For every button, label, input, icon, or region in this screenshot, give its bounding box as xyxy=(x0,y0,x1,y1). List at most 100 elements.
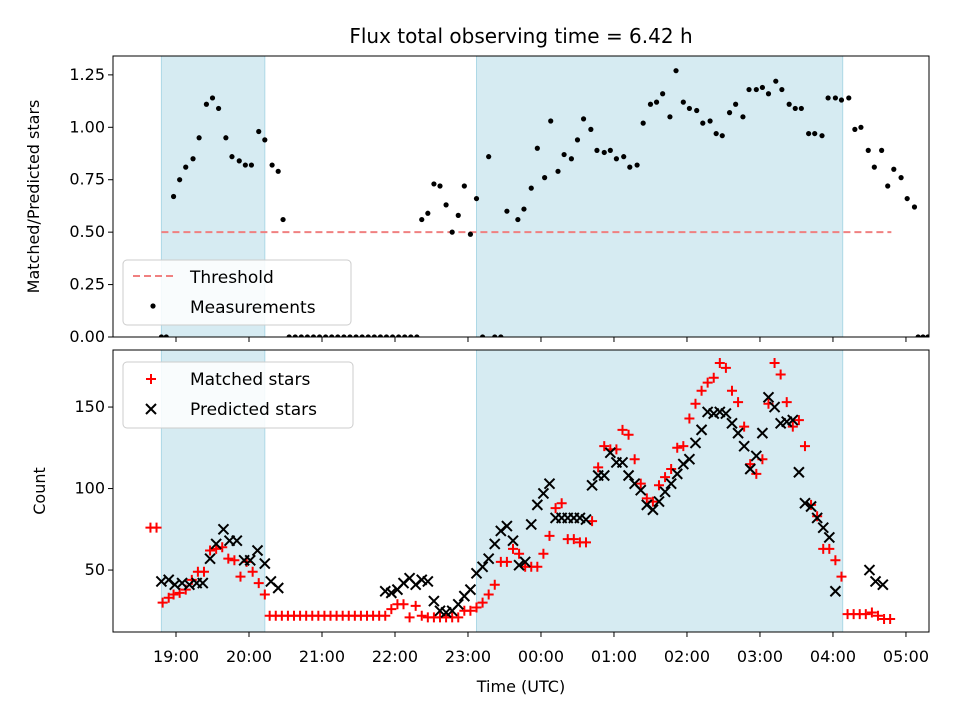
observing-window xyxy=(476,56,844,337)
data-point xyxy=(286,334,292,337)
data-point xyxy=(477,597,488,608)
data-point xyxy=(696,385,707,396)
data-point xyxy=(479,334,486,337)
data-point xyxy=(359,334,365,337)
data-point xyxy=(689,437,702,449)
data-point xyxy=(538,548,549,559)
data-point xyxy=(683,453,696,465)
data-point xyxy=(601,149,607,156)
data-point xyxy=(635,478,646,489)
data-point xyxy=(793,415,804,426)
legend: Matched stars Predicted stars xyxy=(122,361,354,429)
data-point xyxy=(678,441,689,452)
data-point xyxy=(732,427,744,439)
data-point xyxy=(667,114,673,120)
data-point xyxy=(832,95,838,101)
data-point xyxy=(879,147,885,153)
data-point xyxy=(371,334,377,337)
data-point xyxy=(951,334,956,339)
data-point xyxy=(805,500,817,513)
data-point xyxy=(671,468,683,480)
data-point xyxy=(684,413,695,424)
data-point xyxy=(690,398,701,409)
legend-label: Measurements xyxy=(190,298,316,318)
data-point xyxy=(389,334,396,337)
data-point xyxy=(157,597,168,608)
data-point xyxy=(713,130,719,137)
data-point xyxy=(272,582,284,594)
data-point xyxy=(203,101,210,107)
data-point xyxy=(242,162,248,168)
data-point xyxy=(247,566,258,577)
data-point xyxy=(402,334,408,337)
data-point xyxy=(316,334,323,337)
data-point xyxy=(473,195,480,202)
data-point xyxy=(253,578,264,589)
x-tick-label: 22:00 xyxy=(372,647,418,666)
data-point xyxy=(824,543,835,554)
data-point xyxy=(647,101,654,107)
data-point xyxy=(891,166,897,172)
data-point xyxy=(621,154,627,160)
data-point xyxy=(823,531,836,544)
data-point xyxy=(580,513,592,526)
data-point xyxy=(498,334,504,337)
legend-measurements-swatch xyxy=(150,303,156,309)
data-point xyxy=(945,232,950,237)
data-point xyxy=(404,612,415,623)
data-point xyxy=(852,126,858,132)
data-point xyxy=(726,417,738,430)
data-point xyxy=(537,487,550,500)
data-point xyxy=(660,472,671,483)
data-point xyxy=(866,607,877,618)
data-point xyxy=(217,523,230,536)
data-point xyxy=(151,522,162,533)
data-point xyxy=(467,231,474,237)
data-point xyxy=(635,484,647,496)
x-tick-label: 19:00 xyxy=(153,647,199,666)
data-point xyxy=(170,193,177,200)
y-axis-label: Matched/Predicted stars xyxy=(24,100,43,294)
data-point xyxy=(686,105,693,112)
data-point xyxy=(653,99,660,105)
data-point xyxy=(580,116,587,122)
axes-frame xyxy=(112,55,930,338)
data-point xyxy=(329,334,335,337)
data-point xyxy=(501,520,513,532)
data-point xyxy=(177,177,183,183)
data-point xyxy=(341,334,347,337)
plot-area xyxy=(158,56,956,339)
data-point xyxy=(210,538,222,550)
data-point xyxy=(598,469,610,482)
data-point xyxy=(386,604,397,615)
data-point xyxy=(811,512,823,524)
data-point xyxy=(280,216,286,223)
data-point xyxy=(607,147,613,153)
data-point xyxy=(793,466,805,478)
data-point xyxy=(599,441,610,452)
data-point xyxy=(627,164,633,170)
data-point xyxy=(461,183,467,189)
data-point xyxy=(229,154,235,160)
y-tick-label: 0.00 xyxy=(69,327,105,346)
data-point xyxy=(846,95,852,101)
data-point xyxy=(640,120,646,126)
data-point xyxy=(580,537,591,548)
data-point xyxy=(543,477,556,490)
data-point xyxy=(660,91,666,97)
y-tick-label: 100 xyxy=(74,479,105,498)
data-point xyxy=(437,183,443,189)
data-point xyxy=(525,518,537,531)
data-point xyxy=(534,145,540,151)
data-point xyxy=(925,334,929,337)
data-point xyxy=(775,369,786,380)
data-point xyxy=(733,101,739,107)
data-point xyxy=(528,185,534,191)
top-panel: 0.00 0.25 0.50 0.75 1.00 1.25 Matched/Predicte… xyxy=(24,55,956,346)
data-point xyxy=(708,372,719,383)
data-point xyxy=(915,334,921,337)
data-point xyxy=(204,552,216,565)
data-point xyxy=(259,589,270,600)
x-tick-label: 02:00 xyxy=(664,647,710,666)
